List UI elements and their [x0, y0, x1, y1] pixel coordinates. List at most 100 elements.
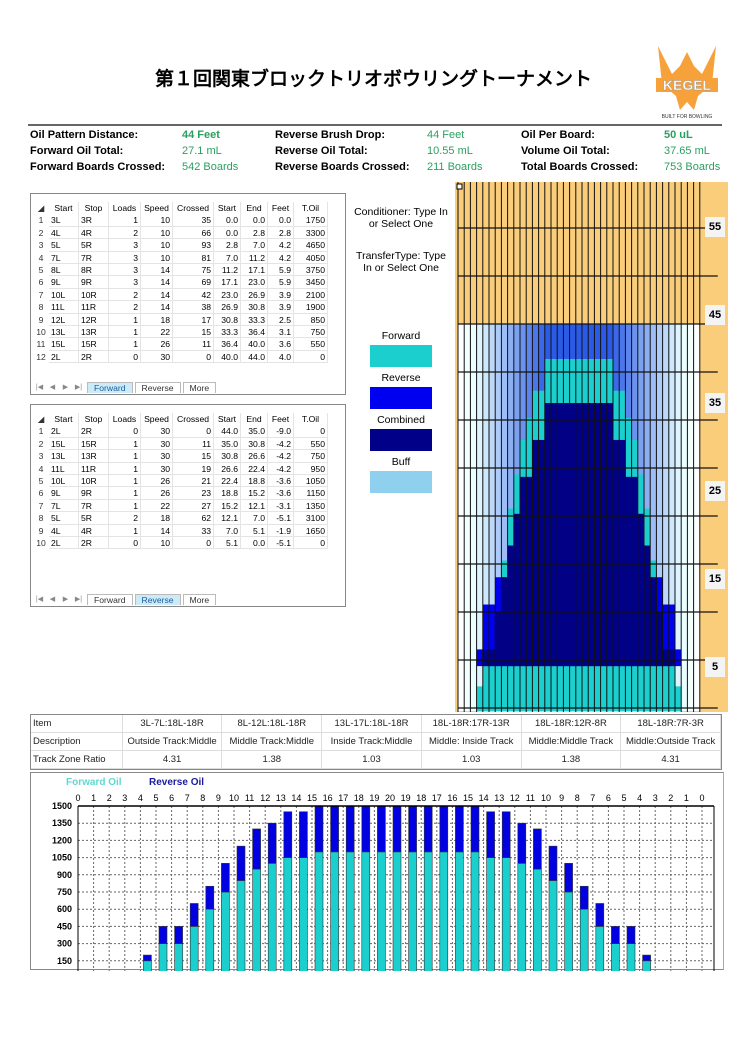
- table-cell[interactable]: 13L: [49, 450, 79, 463]
- table-cell[interactable]: 11: [173, 338, 214, 351]
- table-cell[interactable]: 8R: [79, 263, 109, 277]
- table-cell[interactable]: 3.9: [268, 301, 294, 314]
- table-cell[interactable]: 13L: [49, 325, 79, 339]
- table-cell[interactable]: 22: [141, 325, 173, 339]
- sheet-nav-button[interactable]: ▶: [62, 384, 69, 391]
- table-cell[interactable]: 0.0: [268, 214, 294, 227]
- table-cell[interactable]: 9L: [49, 487, 79, 500]
- table-cell[interactable]: 2.8: [214, 239, 241, 252]
- table-cell[interactable]: 18.8: [241, 474, 268, 488]
- table-cell[interactable]: 81: [173, 251, 214, 264]
- column-header[interactable]: Start: [49, 413, 79, 426]
- sheet-tab-reverse[interactable]: Reverse: [134, 593, 181, 605]
- table-cell[interactable]: 30.8: [241, 437, 268, 451]
- table-cell[interactable]: -5.1: [268, 536, 294, 550]
- table-cell[interactable]: 4650: [294, 239, 328, 252]
- table-cell[interactable]: 33: [173, 524, 214, 537]
- table-cell[interactable]: 2R: [79, 536, 109, 550]
- sheet-nav-button[interactable]: ▶: [62, 596, 69, 603]
- column-header[interactable]: Loads: [109, 413, 141, 426]
- table-cell[interactable]: 2100: [294, 288, 328, 302]
- sheet-nav-button[interactable]: ▶|: [74, 384, 83, 391]
- table-cell[interactable]: 5L: [49, 512, 79, 525]
- table-cell[interactable]: 1350: [294, 499, 328, 513]
- conditioner-select[interactable]: Conditioner: Type In or Select One: [354, 206, 448, 230]
- table-cell[interactable]: 0.0: [214, 214, 241, 227]
- table-cell[interactable]: 2L: [49, 425, 79, 438]
- table-cell[interactable]: 66: [173, 226, 214, 240]
- table-cell[interactable]: 15R: [79, 437, 109, 451]
- table-cell[interactable]: 7L: [49, 499, 79, 513]
- table-cell[interactable]: 26: [141, 474, 173, 488]
- table-cell[interactable]: 33.3: [214, 325, 241, 339]
- table-cell[interactable]: 7.0: [241, 239, 268, 252]
- table-cell[interactable]: 69: [173, 276, 214, 289]
- table-cell[interactable]: 9R: [79, 276, 109, 289]
- table-cell[interactable]: -4.2: [268, 450, 294, 463]
- table-cell[interactable]: 5R: [79, 239, 109, 252]
- corner-cell[interactable]: ◢: [37, 414, 45, 424]
- table-cell[interactable]: 30.8: [241, 301, 268, 314]
- table-cell[interactable]: 2.5: [268, 313, 294, 326]
- table-cell[interactable]: 8L: [49, 263, 79, 277]
- table-cell[interactable]: 2: [109, 226, 141, 240]
- table-cell[interactable]: 11.2: [214, 263, 241, 277]
- table-cell[interactable]: 13R: [79, 325, 109, 339]
- sheet-tab-forward[interactable]: Forward: [87, 593, 133, 605]
- table-cell[interactable]: 93: [173, 239, 214, 252]
- table-cell[interactable]: 11: [173, 437, 214, 451]
- table-cell[interactable]: 0.0: [241, 536, 268, 550]
- table-cell[interactable]: 15: [173, 450, 214, 463]
- table-cell[interactable]: 3750: [294, 263, 328, 277]
- table-cell[interactable]: 4050: [294, 251, 328, 264]
- table-cell[interactable]: 30: [141, 350, 173, 364]
- table-cell[interactable]: 1: [109, 487, 141, 500]
- table-cell[interactable]: 17: [173, 313, 214, 326]
- table-cell[interactable]: -5.1: [268, 512, 294, 525]
- transfer-type-select[interactable]: TransferType: Type In or Select One: [356, 250, 446, 274]
- sheet-tab-forward[interactable]: Forward: [87, 381, 133, 393]
- table-cell[interactable]: 12L: [49, 313, 79, 326]
- column-header[interactable]: Loads: [109, 202, 141, 215]
- table-cell[interactable]: 3: [109, 276, 141, 289]
- sheet-nav-button[interactable]: ▶|: [74, 596, 83, 603]
- table-cell[interactable]: 1: [109, 338, 141, 351]
- table-cell[interactable]: 3L: [49, 214, 79, 227]
- table-cell[interactable]: 0.0: [241, 214, 268, 227]
- column-header[interactable]: T.Oil: [294, 202, 328, 215]
- table-cell[interactable]: 30: [141, 437, 173, 451]
- table-cell[interactable]: 850: [294, 313, 328, 326]
- table-cell[interactable]: 26.6: [241, 450, 268, 463]
- table-cell[interactable]: 44.0: [241, 350, 268, 364]
- table-cell[interactable]: 36.4: [214, 338, 241, 351]
- table-cell[interactable]: 10L: [49, 474, 79, 488]
- column-header[interactable]: End: [241, 202, 268, 215]
- table-cell[interactable]: 1: [109, 450, 141, 463]
- table-cell[interactable]: 1900: [294, 301, 328, 314]
- table-cell[interactable]: 30: [141, 425, 173, 438]
- sheet-tab-reverse[interactable]: Reverse: [134, 381, 181, 393]
- column-header[interactable]: Start: [214, 202, 241, 215]
- column-header[interactable]: Start: [214, 413, 241, 426]
- table-cell[interactable]: 3100: [294, 512, 328, 525]
- column-header[interactable]: Stop: [79, 413, 109, 426]
- sheet-tab-more[interactable]: More: [182, 381, 217, 393]
- table-cell[interactable]: 18: [141, 512, 173, 525]
- table-cell[interactable]: 14: [141, 288, 173, 302]
- table-cell[interactable]: 15L: [49, 437, 79, 451]
- table-cell[interactable]: 15.2: [241, 487, 268, 500]
- table-cell[interactable]: 5.9: [268, 263, 294, 277]
- table-cell[interactable]: 22.4: [241, 462, 268, 475]
- table-cell[interactable]: 10: [141, 251, 173, 264]
- column-header[interactable]: T.Oil: [294, 413, 328, 426]
- table-cell[interactable]: 12.1: [214, 512, 241, 525]
- table-cell[interactable]: 0: [109, 536, 141, 550]
- table-cell[interactable]: 3.6: [268, 338, 294, 351]
- table-cell[interactable]: 26: [141, 487, 173, 500]
- table-cell[interactable]: 750: [294, 325, 328, 339]
- table-cell[interactable]: 19: [173, 462, 214, 475]
- column-header[interactable]: Speed: [141, 413, 173, 426]
- table-cell[interactable]: 2: [109, 512, 141, 525]
- table-cell[interactable]: 10R: [79, 474, 109, 488]
- table-cell[interactable]: 2: [109, 301, 141, 314]
